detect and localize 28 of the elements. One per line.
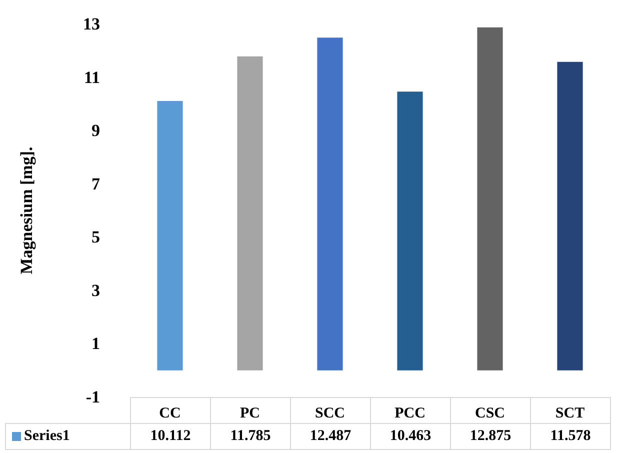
data-label: 11.578 [530, 423, 611, 450]
y-tick-label: -1 [86, 388, 100, 406]
bar [477, 27, 503, 370]
y-tick-label: 3 [92, 280, 100, 300]
x-tick-label: SCC [314, 406, 346, 422]
bar [237, 56, 263, 370]
data-label: 10.463 [370, 423, 451, 450]
bar [317, 38, 343, 370]
data-label: 12.487 [290, 423, 371, 450]
y-axis-title: Magnesium [mg]. [17, 146, 36, 274]
bar [397, 92, 423, 370]
y-tick-label: 11 [84, 68, 100, 87]
x-tick-label: PC [240, 406, 260, 422]
legend-label: Series1 [24, 428, 70, 445]
bar [557, 62, 583, 370]
y-tick-label: 1 [92, 334, 100, 354]
data-label: 11.785 [210, 423, 291, 450]
y-tick-label: 9 [92, 121, 100, 140]
x-tick-label: SCT [555, 406, 585, 422]
y-tick-label: 7 [92, 174, 100, 194]
data-label: 10.112 [130, 423, 211, 450]
bar [157, 100, 183, 370]
x-tick-label: CSC [474, 406, 506, 422]
data-label: 12.875 [450, 423, 531, 450]
y-tick-label: 13 [83, 14, 100, 34]
y-tick-label: 5 [92, 228, 100, 247]
x-tick-label: PCC [394, 406, 426, 422]
x-tick-label: CC [159, 406, 181, 422]
